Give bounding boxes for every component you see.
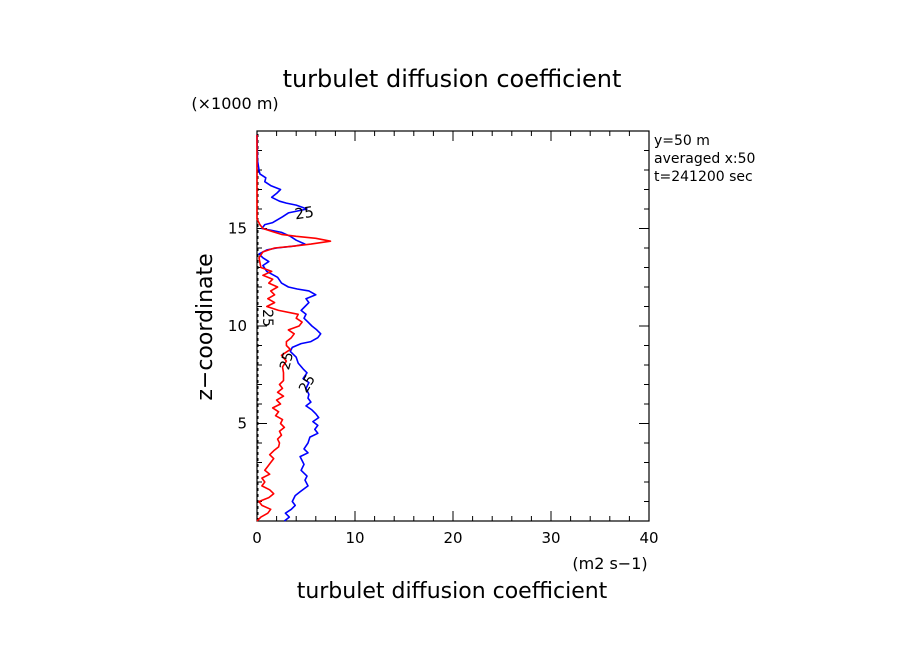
y-unit-label: (×1000 m): [191, 94, 278, 113]
series-line-red: [256, 134, 332, 522]
contour-label-red: 25: [277, 350, 297, 371]
annotation-y-position-text: y=50 m: [654, 133, 710, 149]
annotation-time-text: t=241200 sec: [654, 169, 753, 185]
x-tick-label: 30: [541, 529, 560, 547]
x-axis-label: turbulet diffusion coefficient: [297, 579, 608, 604]
y-tick-label: 5: [237, 415, 247, 433]
contour-label-blue-top: 25: [294, 203, 315, 223]
annotation-clip: [650, 138, 780, 190]
plot-area: 0 10 20 30 40 5 10 15: [228, 130, 659, 547]
series-line-blue: [256, 134, 322, 522]
contour-label-axis: 25: [259, 309, 275, 327]
x-tick-label: 20: [443, 529, 462, 547]
x-tick-label: 10: [345, 529, 364, 547]
y-axis-label: z−coordinate: [193, 253, 218, 400]
contour-label-blue-mid: 25: [296, 372, 319, 395]
x-unit-label: (m2 s−1): [572, 554, 647, 573]
annotation-averaged-text: averaged x:50: [654, 151, 755, 167]
y-tick-label: 10: [228, 317, 247, 335]
chart-title: turbulet diffusion coefficient: [283, 65, 622, 93]
plot-frame: [256, 130, 650, 522]
x-tick-label: 40: [639, 529, 658, 547]
annotation-edge-clip: [778, 138, 808, 190]
x-tick-label: 0: [252, 529, 262, 547]
y-tick-label: 15: [228, 220, 247, 238]
